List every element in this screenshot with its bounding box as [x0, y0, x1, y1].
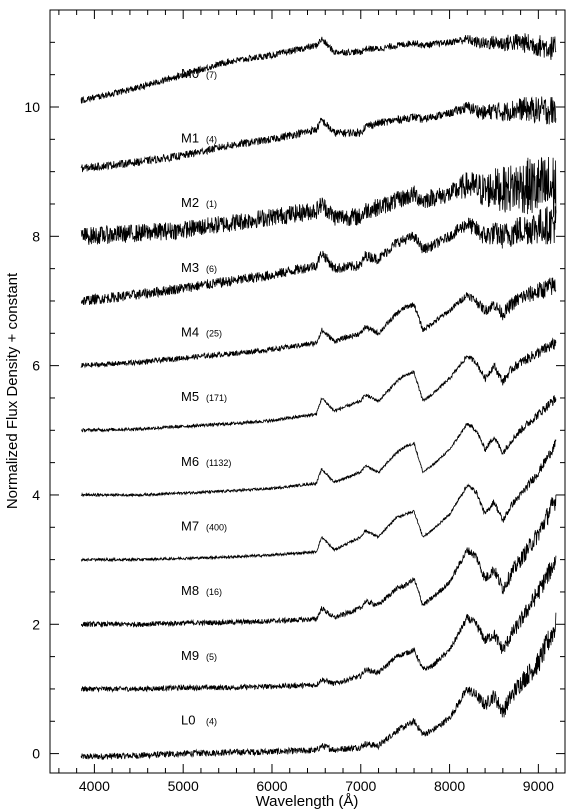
spectrum-line-m7	[80, 439, 557, 563]
spectrum-line-m5	[80, 337, 557, 433]
spectrum-count-m0: (7)	[206, 70, 217, 80]
spectrum-count-m3: (6)	[206, 264, 217, 274]
spectrum-line-m9	[80, 555, 557, 693]
y-tick-label: 8	[32, 228, 40, 244]
spectrum-count-m2: (1)	[206, 199, 217, 209]
spectrum-count-m9: (5)	[206, 652, 217, 662]
y-tick-label: 10	[24, 99, 40, 115]
y-tick-label: 6	[32, 358, 40, 374]
spectrum-label-m1: M1	[181, 131, 199, 146]
ticks-layer: 4000 5000 6000 7000 8000 9000 0 2 4 6 8 10	[24, 10, 565, 794]
x-tick-label: 9000	[523, 778, 554, 794]
x-tick-label: 5000	[168, 778, 199, 794]
spectrum-label-l0: L0	[181, 713, 195, 728]
spectrum-line-m8	[81, 494, 557, 629]
spectrum-label-m9: M9	[181, 648, 199, 663]
x-tick-label: 6000	[256, 778, 287, 794]
spectrum-label-m2: M2	[181, 195, 199, 210]
spectrum-count-m7: (400)	[206, 523, 227, 533]
spectrum-count-m1: (4)	[206, 135, 217, 145]
spectrum-label-m4: M4	[181, 325, 199, 340]
y-axis-title: Normalized Flux Density + constant	[4, 272, 21, 509]
spectrum-line-m0	[80, 33, 557, 104]
spectrum-count-l0: (4)	[206, 717, 217, 727]
spectrum-line-l0	[80, 612, 557, 761]
x-tick-label: 7000	[345, 778, 376, 794]
spectrum-line-m4	[80, 277, 557, 369]
y-tick-label: 0	[32, 746, 40, 762]
x-tick-label: 4000	[79, 778, 110, 794]
x-axis-title: Wavelength (Å)	[256, 793, 359, 810]
spectrum-label-m6: M6	[181, 454, 199, 469]
x-tick-label: 8000	[434, 778, 465, 794]
spectrum-count-m5: (171)	[206, 393, 227, 403]
spectrum-label-m3: M3	[181, 260, 199, 275]
spectrum-line-m6	[80, 395, 557, 498]
spectra-layer: L0 (4) M9 (5) M8 (16) M7 (400) M6 (1132) M5 (171) M4…	[80, 33, 557, 761]
y-tick-label: 4	[32, 487, 40, 503]
spectrum-line-m2	[80, 156, 557, 245]
plot-frame	[49, 9, 566, 774]
spectrum-line-m1	[80, 96, 557, 173]
spectrum-count-m8: (16)	[206, 587, 222, 597]
spectrum-count-m6: (1132)	[206, 458, 231, 468]
y-tick-label: 2	[32, 616, 40, 632]
spectrum-line-m3	[80, 206, 557, 306]
spectrum-label-m5: M5	[181, 389, 199, 404]
spectrum-label-m8: M8	[181, 583, 199, 598]
spectrum-label-m0: M0	[181, 66, 199, 81]
spectrum-label-m7: M7	[181, 519, 199, 534]
spectrum-count-m4: (25)	[206, 329, 222, 339]
